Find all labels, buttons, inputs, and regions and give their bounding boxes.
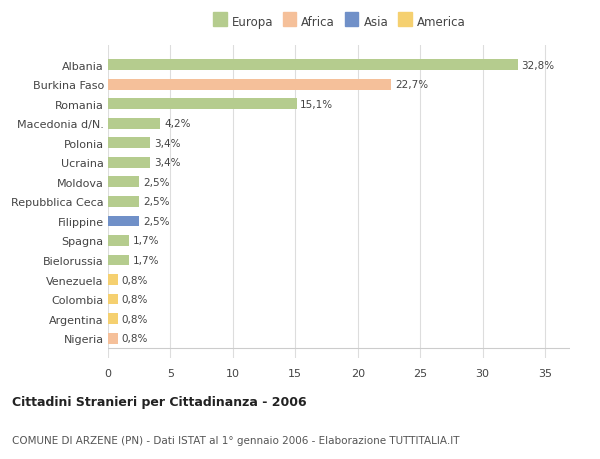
Bar bbox=[108, 255, 129, 266]
Text: 4,2%: 4,2% bbox=[164, 119, 191, 129]
Bar bbox=[108, 313, 118, 325]
Text: 22,7%: 22,7% bbox=[395, 80, 428, 90]
Text: 3,4%: 3,4% bbox=[154, 139, 181, 148]
Text: Cittadini Stranieri per Cittadinanza - 2006: Cittadini Stranieri per Cittadinanza - 2… bbox=[12, 396, 307, 409]
Bar bbox=[108, 118, 160, 129]
Text: COMUNE DI ARZENE (PN) - Dati ISTAT al 1° gennaio 2006 - Elaborazione TUTTITALIA.: COMUNE DI ARZENE (PN) - Dati ISTAT al 1°… bbox=[12, 435, 460, 445]
Bar bbox=[108, 60, 518, 71]
Bar bbox=[108, 138, 151, 149]
Text: 15,1%: 15,1% bbox=[300, 100, 334, 109]
Text: 0,8%: 0,8% bbox=[122, 334, 148, 343]
Text: 32,8%: 32,8% bbox=[521, 61, 554, 70]
Text: 1,7%: 1,7% bbox=[133, 256, 160, 265]
Bar bbox=[108, 157, 151, 168]
Bar bbox=[108, 196, 139, 207]
Text: 0,8%: 0,8% bbox=[122, 295, 148, 304]
Bar bbox=[108, 99, 296, 110]
Text: 0,8%: 0,8% bbox=[122, 275, 148, 285]
Text: 3,4%: 3,4% bbox=[154, 158, 181, 168]
Legend: Europa, Africa, Asia, America: Europa, Africa, Asia, America bbox=[208, 11, 470, 34]
Text: 2,5%: 2,5% bbox=[143, 178, 169, 187]
Text: 2,5%: 2,5% bbox=[143, 197, 169, 207]
Bar bbox=[108, 235, 129, 246]
Bar bbox=[108, 274, 118, 285]
Text: 1,7%: 1,7% bbox=[133, 236, 160, 246]
Bar bbox=[108, 216, 139, 227]
Bar bbox=[108, 333, 118, 344]
Text: 0,8%: 0,8% bbox=[122, 314, 148, 324]
Bar bbox=[108, 294, 118, 305]
Text: 2,5%: 2,5% bbox=[143, 217, 169, 226]
Bar bbox=[108, 177, 139, 188]
Bar bbox=[108, 79, 391, 90]
